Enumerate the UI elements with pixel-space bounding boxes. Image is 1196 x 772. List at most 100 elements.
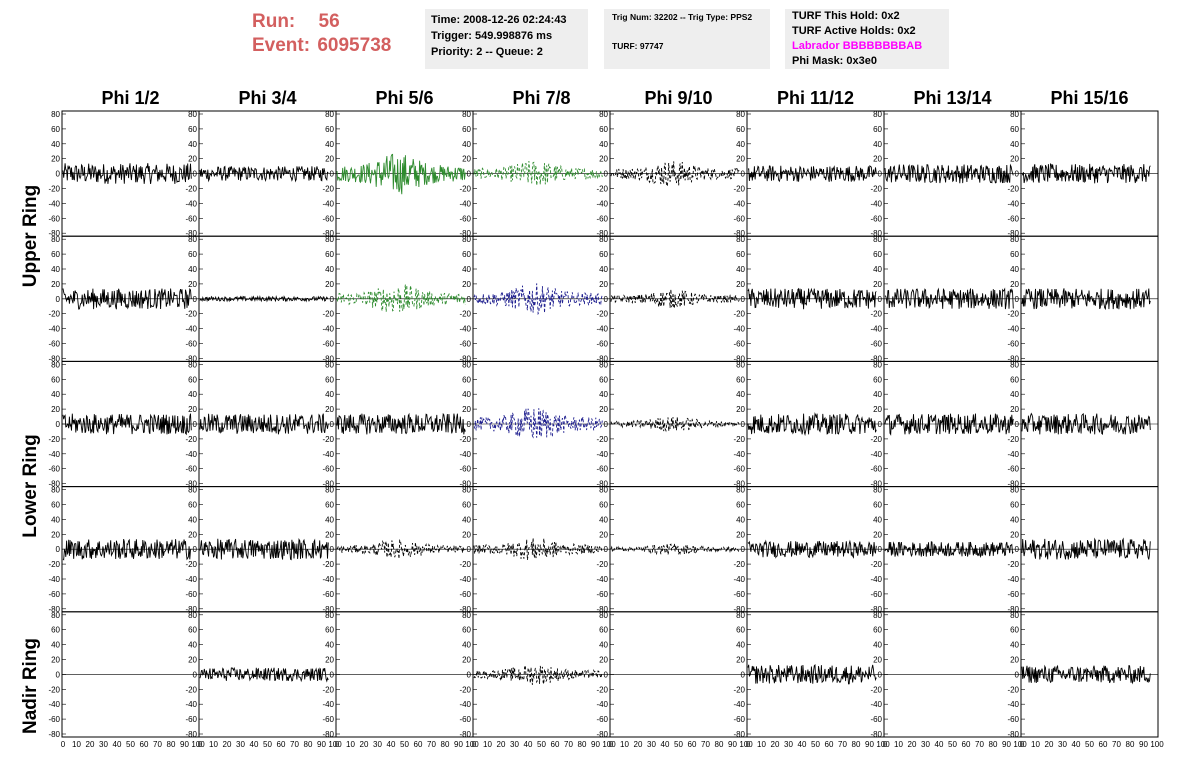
y-tick-label: 60 xyxy=(462,125,471,134)
y-tick-label: -60 xyxy=(1007,715,1019,724)
y-tick-label: 80 xyxy=(51,235,60,244)
y-tick-label: 0 xyxy=(1015,545,1020,554)
y-tick-label: -20 xyxy=(596,560,608,569)
panel-r3-c6: 80 60 40 20 0 -20 -40 -60 -80 xyxy=(733,360,885,489)
panel-r5-c7: 80 60 40 20 0 -20 -40 -60 -80 xyxy=(870,611,1022,739)
y-tick-label: 20 xyxy=(325,280,334,289)
y-tick-label: 20 xyxy=(51,405,60,414)
y-tick-label: -20 xyxy=(459,435,471,444)
y-tick-label: 80 xyxy=(599,360,608,369)
y-tick-label: -80 xyxy=(596,730,608,739)
waveform-series xyxy=(336,284,466,312)
y-tick-label: 0 xyxy=(604,545,609,554)
panel-r5-c8: 80 60 40 20 0 -20 -40 -60 -80 xyxy=(1007,611,1159,739)
x-tick-label: 40 xyxy=(250,740,259,749)
x-tick-label: 20 xyxy=(360,740,369,749)
x-tick-label: 90 xyxy=(317,740,326,749)
y-tick-label: -80 xyxy=(322,480,334,489)
y-tick-label: 40 xyxy=(325,515,334,524)
y-tick-label: 80 xyxy=(188,486,197,495)
y-tick-label: 20 xyxy=(325,530,334,539)
y-tick-label: 60 xyxy=(325,626,334,635)
y-tick-label: 20 xyxy=(1010,155,1019,164)
y-tick-label: 60 xyxy=(599,250,608,259)
y-tick-label: -40 xyxy=(185,325,197,334)
y-tick-label: -80 xyxy=(870,229,882,238)
waveform-series xyxy=(199,538,329,561)
waveform-series xyxy=(747,539,877,559)
panel-r4-c6: 80 60 40 20 0 -20 -40 -60 -80 xyxy=(733,486,885,614)
phi-header-5: Phi 9/10 xyxy=(644,88,713,108)
panel-r2-c1: 80 60 40 20 0 -20 -40 -60 -80 xyxy=(48,235,200,363)
x-tick-label: 20 xyxy=(497,740,506,749)
y-tick-label: 0 xyxy=(741,545,746,554)
panel-r3-c8: 80 60 40 20 0 -20 -40 -60 -80 xyxy=(1007,360,1159,489)
x-tick-label: 60 xyxy=(277,740,286,749)
x-tick-label: 90 xyxy=(454,740,463,749)
panel-r1-c3: 80 60 40 20 0 -20 -40 -60 -80 xyxy=(322,110,474,238)
waveform-series xyxy=(610,289,740,310)
y-tick-label: 40 xyxy=(1010,390,1019,399)
y-tick-label: -40 xyxy=(733,199,745,208)
y-tick-label: -20 xyxy=(733,560,745,569)
y-tick-label: 80 xyxy=(873,486,882,495)
x-tick-label: 50 xyxy=(948,740,957,749)
y-tick-label: 20 xyxy=(873,405,882,414)
panel-r1-c7: 80 60 40 20 0 -20 -40 -60 -80 xyxy=(870,110,1022,238)
waveform-series xyxy=(62,288,192,310)
y-tick-label: -60 xyxy=(322,465,334,474)
y-tick-label: -40 xyxy=(459,700,471,709)
phi-header-4: Phi 7/8 xyxy=(512,88,571,108)
y-tick-label: -60 xyxy=(185,340,197,349)
x-tick-label: 40 xyxy=(661,740,670,749)
y-tick-label: 80 xyxy=(599,611,608,620)
y-tick-label: 80 xyxy=(325,235,334,244)
panel-r2-c2: 80 60 40 20 0 -20 -40 -60 -80 xyxy=(185,235,337,363)
y-tick-label: 40 xyxy=(873,265,882,274)
y-tick-label: -60 xyxy=(459,340,471,349)
y-tick-label: 40 xyxy=(462,390,471,399)
panel-r3-c3: 80 60 40 20 0 -20 -40 -60 -80 xyxy=(322,360,474,489)
y-tick-label: -20 xyxy=(322,435,334,444)
y-tick-label: 0 xyxy=(741,295,746,304)
y-tick-label: -80 xyxy=(48,480,60,489)
y-tick-label: 80 xyxy=(599,110,608,119)
x-tick-label: 20 xyxy=(771,740,780,749)
x-tick-label: 40 xyxy=(387,740,396,749)
y-tick-label: 40 xyxy=(51,390,60,399)
x-tick-label: 80 xyxy=(852,740,861,749)
y-tick-label: 60 xyxy=(1010,375,1019,384)
x-tick-label: 30 xyxy=(99,740,108,749)
y-tick-label: 0 xyxy=(330,545,335,554)
y-tick-label: -40 xyxy=(185,700,197,709)
y-tick-label: -60 xyxy=(596,715,608,724)
y-tick-label: -20 xyxy=(48,685,60,694)
y-tick-label: -40 xyxy=(733,450,745,459)
y-tick-label: 20 xyxy=(51,656,60,665)
y-tick-label: 20 xyxy=(51,280,60,289)
x-tick-label: 70 xyxy=(153,740,162,749)
y-tick-label: 40 xyxy=(1010,140,1019,149)
y-tick-label: 20 xyxy=(325,405,334,414)
y-tick-label: 0 xyxy=(878,545,883,554)
y-tick-label: 20 xyxy=(188,656,197,665)
y-tick-label: 80 xyxy=(188,360,197,369)
turf-this-hold: TURF This Hold: 0x2 xyxy=(792,10,900,22)
y-tick-label: 0 xyxy=(330,420,335,429)
y-tick-label: -40 xyxy=(1007,325,1019,334)
y-tick-label: 80 xyxy=(736,235,745,244)
panel-r5-c2: 80 60 40 20 0 -20 -40 -60 -80 xyxy=(185,611,337,739)
waveform-series xyxy=(610,543,740,556)
y-tick-label: 0 xyxy=(1015,295,1020,304)
y-tick-label: 60 xyxy=(736,250,745,259)
time-info-box: Time: 2008-12-26 02:24:43 Trigger: 549.9… xyxy=(425,9,588,69)
y-tick-label: 80 xyxy=(462,611,471,620)
y-tick-label: 40 xyxy=(325,140,334,149)
waveform-series xyxy=(610,416,740,433)
y-tick-label: 60 xyxy=(51,250,60,259)
y-tick-label: -80 xyxy=(733,605,745,614)
y-tick-label: 80 xyxy=(51,486,60,495)
y-tick-label: -60 xyxy=(322,715,334,724)
y-tick-label: -80 xyxy=(870,730,882,739)
y-tick-label: 60 xyxy=(51,501,60,510)
